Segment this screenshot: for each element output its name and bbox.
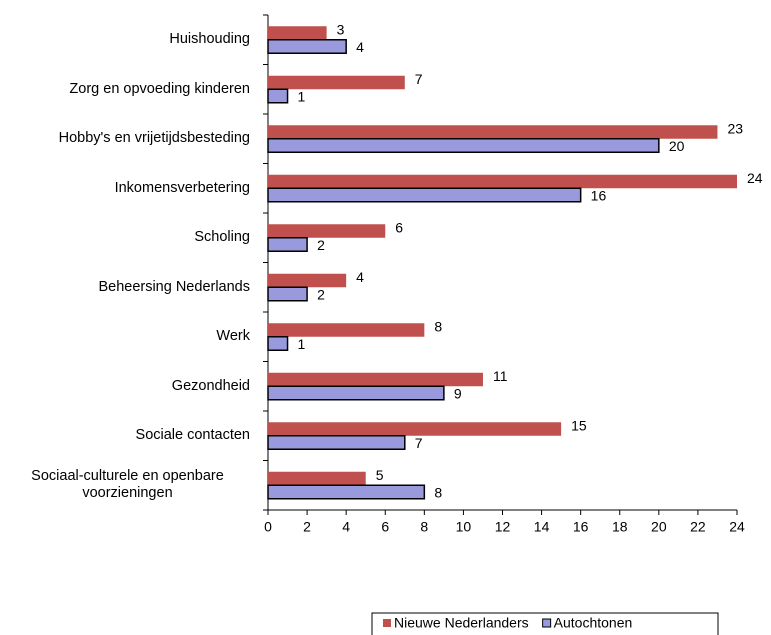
value-label: 4 [356,269,364,285]
category-label: Gezondheid [171,377,250,394]
bar [267,237,308,252]
category-label: Hobby's en vrijetijdsbesteding [58,130,250,147]
bar [267,385,445,401]
legend-swatch [542,618,552,628]
value-label: 7 [415,71,423,87]
bar [268,422,562,436]
x-tick-label: 0 [264,519,272,535]
value-label: 1 [298,336,306,352]
bar [268,125,718,139]
category-label: Beheersing Nederlands [98,278,250,295]
x-tick-label: 4 [342,519,350,535]
category-label: Werk [216,328,250,345]
value-label: 15 [571,418,587,434]
value-label: 6 [395,220,403,236]
value-label: 24 [747,170,763,186]
bar [267,286,308,302]
value-label: 9 [454,386,462,402]
x-tick-label: 24 [729,519,745,535]
x-tick-label: 22 [690,519,706,535]
value-label: 8 [434,485,442,501]
x-tick-label: 2 [303,519,311,535]
bar [267,39,347,54]
bar [267,435,406,450]
bar [268,323,425,337]
legend-label: Nieuwe Nederlanders [394,615,529,631]
legend-swatch [383,619,391,627]
bar [268,26,327,40]
value-label: 2 [317,287,325,303]
value-label: 3 [337,22,345,38]
value-label: 16 [591,188,607,204]
x-tick-label: 6 [381,519,389,535]
value-label: 7 [415,435,423,451]
category-label: Scholing [194,229,250,246]
x-tick-label: 8 [420,519,428,535]
bar [268,273,347,288]
category-label: Huishouding [169,31,250,48]
x-tick-label: 16 [573,519,589,535]
value-label: 23 [727,121,743,137]
category-label: Sociale contacten [135,427,250,444]
bar [268,75,405,90]
x-tick-label: 14 [534,519,550,535]
category-label: Zorg en opvoeding kinderen [69,80,250,97]
legend-label: Autochtonen [554,615,633,631]
x-tick-label: 12 [495,519,511,535]
bar [267,336,289,351]
bar [267,187,582,203]
x-tick-label: 10 [456,519,472,535]
value-label: 4 [356,39,364,55]
value-label: 5 [376,467,384,483]
bar [267,484,426,500]
bar [268,372,483,387]
x-tick-label: 18 [612,519,628,535]
x-tick-label: 20 [651,519,667,535]
bar [268,174,737,189]
bar [267,138,660,153]
bar [268,224,386,238]
category-label: Inkomensverbetering [114,179,250,196]
category-label: Sociaal-culturele en openbare voorzienin… [31,468,224,502]
value-label: 8 [434,319,442,335]
bar [267,88,289,104]
value-label: 2 [317,237,325,253]
value-label: 11 [493,368,508,384]
value-label: 20 [669,138,685,154]
bar [268,471,366,486]
value-label: 1 [298,89,306,105]
